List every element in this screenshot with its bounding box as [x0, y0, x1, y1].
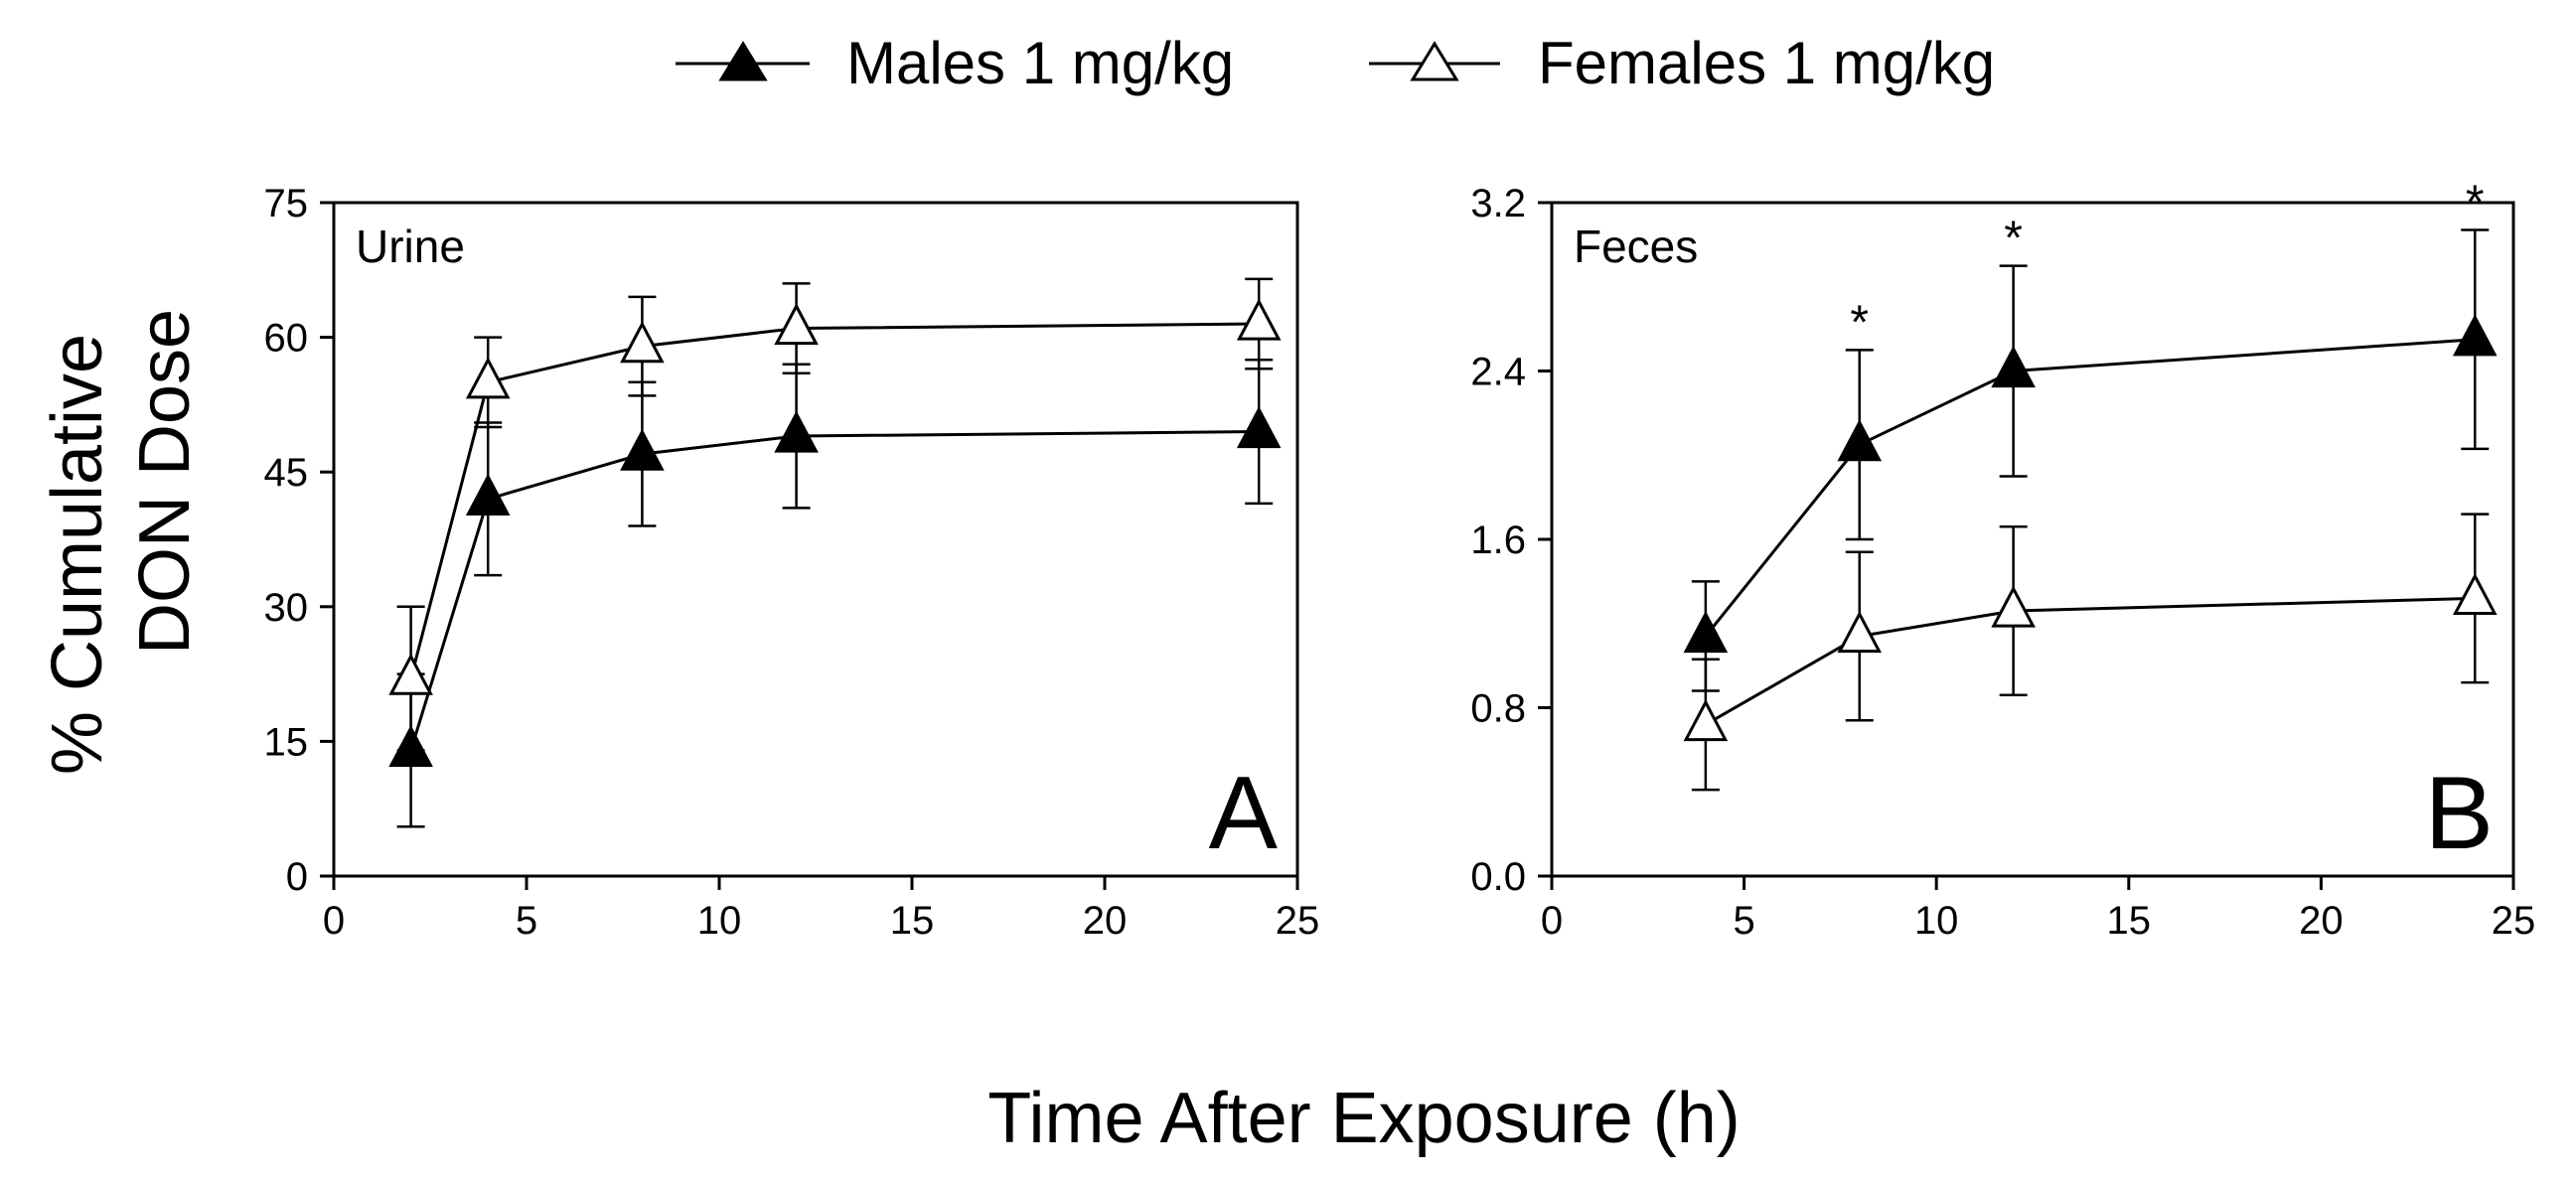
feces-x-tick-label: 20	[2299, 899, 2344, 943]
urine-males-data-point	[1236, 405, 1282, 449]
feces-females-data-point	[1683, 698, 1729, 742]
panel-feces: 0 5 10 15 20 25 0.0 0.8 1.6 2.4 3.2 Feces B * * *	[1470, 177, 2535, 943]
panel-urine: 0 5 10 15 20 25 0 15 30 45 60 75 Urine A	[264, 182, 1320, 943]
feces-panel-letter: B	[2425, 756, 2494, 871]
legend-females: Females 1 mg/kg	[1369, 30, 1995, 96]
feces-y-tick-label: 3.2	[1470, 182, 1526, 225]
legend: Males 1 mg/kg Females 1 mg/kg	[676, 30, 1995, 96]
urine-y-tick-label: 0	[286, 855, 308, 899]
urine-females-data-point	[1236, 298, 1282, 341]
feces-panel-title: Feces	[1574, 221, 1698, 272]
urine-x-tick-label: 5	[516, 899, 537, 943]
legend-females-marker	[1410, 41, 1459, 81]
feces-males-data-point	[1991, 345, 2036, 388]
urine-x-tick-label: 15	[890, 899, 935, 943]
urine-y-tick-label: 45	[264, 451, 309, 495]
x-axis-title: Time After Exposure (h)	[987, 1079, 1741, 1158]
feces-x-tick-label: 0	[1541, 899, 1563, 943]
feces-males-data-point	[1837, 419, 1883, 462]
urine-plot-frame	[332, 201, 1299, 878]
urine-panel-letter: A	[1209, 756, 1279, 871]
urine-females-series-line	[409, 322, 1260, 679]
feces-y-tick-label: 2.4	[1470, 351, 1526, 394]
feces-x-tick-label: 25	[2492, 899, 2536, 943]
feces-x-tick-label: 10	[1914, 899, 1959, 943]
urine-males-data-point	[774, 410, 819, 453]
urine-x-tick-label: 25	[1276, 899, 1320, 943]
feces-males-data-point	[1683, 610, 1729, 654]
feces-females-data-point	[2452, 572, 2498, 615]
urine-y-tick-label: 15	[264, 720, 309, 764]
urine-x-tick-label: 20	[1083, 899, 1128, 943]
feces-y-tick-label: 1.6	[1470, 518, 1526, 562]
urine-males-series-line	[409, 430, 1260, 751]
urine-females-data-point	[465, 357, 511, 399]
feces-males-significance-marker: *	[2466, 177, 2485, 229]
feces-females-data-point	[1991, 585, 2036, 628]
feces-x-tick-label: 5	[1733, 899, 1754, 943]
feces-plot-frame	[1550, 201, 2515, 878]
feces-males-series-line	[1704, 338, 2476, 638]
y-axis-title-line2: DON Dose	[125, 309, 205, 655]
legend-males-marker	[718, 41, 768, 81]
feces-females-data-point	[1837, 610, 1883, 654]
urine-females-data-point	[620, 321, 665, 364]
feces-females-series-line	[1705, 596, 2476, 726]
urine-panel-title: Urine	[356, 221, 465, 272]
feces-males-data-point	[2452, 314, 2498, 357]
y-axis-title-line1: % Cumulative	[38, 334, 117, 775]
urine-y-tick-label: 60	[264, 317, 309, 361]
urine-x-tick-label: 0	[323, 899, 345, 943]
urine-y-tick-label: 30	[264, 586, 309, 630]
urine-females-data-point	[388, 653, 433, 695]
legend-females-label: Females 1 mg/kg	[1538, 30, 1995, 96]
feces-males-significance-marker: *	[2004, 213, 2023, 265]
feces-x-tick-label: 15	[2107, 899, 2152, 943]
legend-males-label: Males 1 mg/kg	[846, 30, 1234, 96]
feces-males-significance-marker: *	[1850, 296, 1869, 349]
urine-females-data-point	[774, 303, 819, 346]
urine-males-data-point	[465, 473, 511, 516]
legend-males: Males 1 mg/kg	[676, 30, 1234, 96]
feces-y-tick-label: 0.8	[1470, 687, 1526, 731]
urine-males-data-point	[620, 428, 665, 471]
urine-x-tick-label: 10	[697, 899, 742, 943]
urine-y-tick-label: 75	[264, 182, 309, 225]
feces-y-tick-label: 0.0	[1470, 855, 1526, 899]
